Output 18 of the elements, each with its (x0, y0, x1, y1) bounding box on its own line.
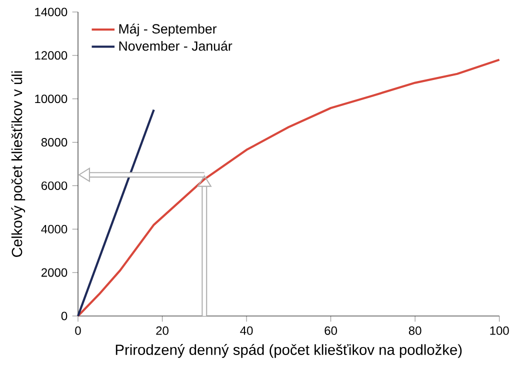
y-axis-title: Celkový počet kliešťikov v úli (11, 71, 26, 257)
y-tick-label: 10000 (35, 94, 68, 104)
x-tick-label: 100 (490, 326, 509, 335)
y-tick-label: 2000 (42, 268, 68, 277)
legend-label: November - Január (119, 40, 232, 51)
x-axis-title: Prirodzený denný spád (počet kliešťikov na podložke) (116, 344, 462, 358)
y-tick-label: 4000 (41, 224, 68, 234)
y-tick-label: 0 (61, 312, 68, 320)
x-tick-label: 80 (408, 326, 422, 335)
y-tick-label: 8000 (41, 138, 68, 147)
x-tick-label: 20 (156, 326, 168, 335)
legend-label: Máj - September (119, 24, 217, 36)
y-tick-label: 6000 (42, 181, 68, 190)
y-tick-label: 12000 (35, 51, 68, 60)
y-tick-label: 14000 (35, 8, 68, 16)
x-tick-label: 0 (75, 326, 81, 335)
x-tick-label: 40 (240, 326, 253, 335)
x-tick-label: 60 (324, 326, 338, 335)
